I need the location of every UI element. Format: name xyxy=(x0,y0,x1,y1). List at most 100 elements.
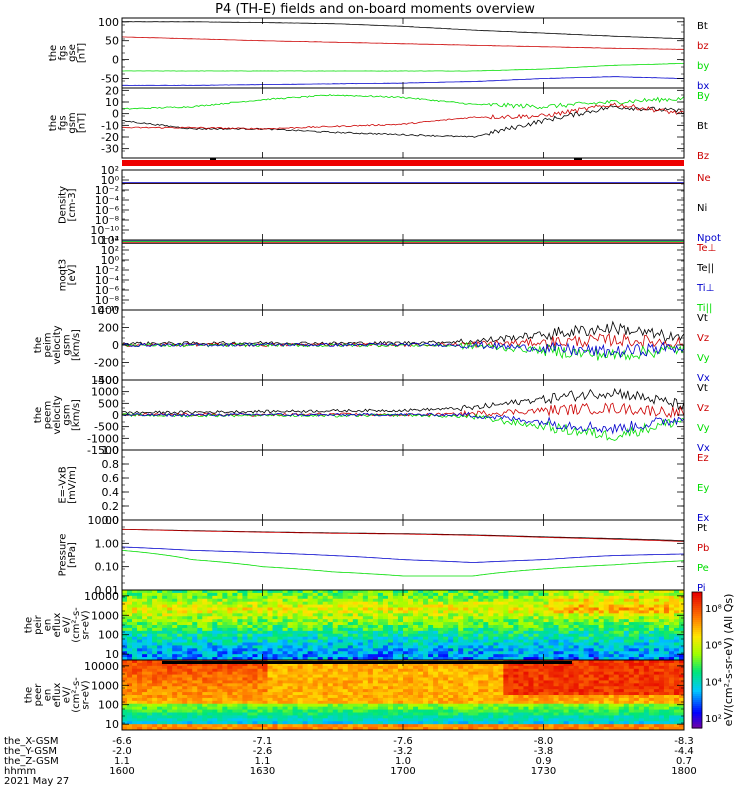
ytick-efield-3: 0.4 xyxy=(102,486,120,499)
legend-peim-velocity-1: Vz xyxy=(697,333,709,344)
ylabel-density-0: Density xyxy=(57,186,68,224)
ylabel-fgs-gsm-1: fgs xyxy=(57,115,68,130)
ylabel-peer-eflux-2: en xyxy=(43,689,54,702)
ytick-fgs-gse-0: 100 xyxy=(98,16,119,29)
ylabel-peer-eflux-3: eflux xyxy=(52,683,63,708)
ytick-fgs-gsm-3: -10 xyxy=(101,119,119,132)
ytick-peir-eflux-0: 10000 xyxy=(84,590,119,603)
legend-fgs-gsm-0: By xyxy=(697,91,710,102)
ytick-pressure-0: 10.00 xyxy=(88,514,120,527)
ytick-peem-velocity-1: 1000 xyxy=(91,386,119,399)
ytick-peim-velocity-0: 400 xyxy=(98,304,119,317)
colorbar-tick-1: 10⁶ xyxy=(705,641,722,652)
colorbar: 10⁸ 10⁶ 10⁴ 10² eV/(cm²-s-sr-eV) (All Qs) xyxy=(691,591,735,729)
legend-pressure-1: Pb xyxy=(697,543,709,554)
ylabel-peim-velocity-1: peim xyxy=(43,332,54,357)
ytick-peer-eflux-0: 10000 xyxy=(84,660,119,673)
ytick-temperature-6: 10⁻⁸ xyxy=(95,294,120,307)
legend-density-1: Ni xyxy=(697,203,707,214)
xtick-hhmm-0: 1600 xyxy=(109,766,134,777)
ytick-efield-4: 0.2 xyxy=(102,500,120,513)
ylabel-pressure-1: [nPa] xyxy=(67,542,78,568)
legend-peim-velocity-0: Vt xyxy=(697,313,708,324)
ylabel-peer-eflux-4: eV/ xyxy=(62,686,73,703)
legend-pressure-2: Pe xyxy=(697,563,709,574)
legend-temperature-0: Te⊥ xyxy=(696,243,716,254)
ytick-density-5: 10⁻⁸ xyxy=(95,214,120,227)
ytick-fgs-gse-2: 0 xyxy=(112,54,119,67)
ytick-peim-velocity-4: -400 xyxy=(94,374,119,387)
legend-fgs-gsm-1: Bt xyxy=(697,121,708,132)
ytick-peem-velocity-6: -1500 xyxy=(87,444,119,457)
ytick-peer-eflux-1: 1000 xyxy=(91,679,119,692)
ylabel-peir-eflux-5: (cm²-s- xyxy=(71,607,82,643)
xtick-hhmm-3: 1730 xyxy=(531,766,556,777)
ylabel-peim-velocity-0: the xyxy=(33,337,44,353)
panel-efield: Ez Ey Ex 1.00.80.60.40.20.0 E=-VxB[mV/m] xyxy=(57,444,709,527)
series-fgs-gse-2 xyxy=(122,63,684,72)
xtick-z-0: 1.1 xyxy=(114,756,130,767)
ytick-density-7: 10⁻¹² xyxy=(90,234,119,247)
heatmap-peir-eflux xyxy=(122,590,684,660)
heatmap-peer-eflux xyxy=(122,660,684,730)
ylabel-peir-eflux-0: the xyxy=(24,617,35,633)
legend-efield-2: Ex xyxy=(697,513,709,524)
legend-peim-velocity-3: Vx xyxy=(697,373,710,384)
legend-fgs-gse-0: Bt xyxy=(697,21,708,32)
ylabel-density-1: [cm-3] xyxy=(67,188,78,221)
ylabel-fgs-gsm-2: gsm xyxy=(67,112,78,133)
legend-pressure-0: Pt xyxy=(697,523,707,534)
xtick-y-3: -3.8 xyxy=(534,746,554,757)
legend-temperature-2: Ti⊥ xyxy=(696,283,714,294)
xtick-z-3: 0.9 xyxy=(536,756,552,767)
ytick-peir-eflux-3: 10 xyxy=(105,648,119,661)
series-pressure-2 xyxy=(122,550,684,577)
ytick-peem-velocity-4: -500 xyxy=(94,421,119,434)
ylabel-peim-velocity-3: gsm xyxy=(62,334,73,355)
ytick-peir-eflux-2: 100 xyxy=(98,629,119,642)
legend-temperature-1: Te|| xyxy=(696,263,714,274)
xtick-x-2: -7.6 xyxy=(393,736,413,747)
legend-density-2: Npot xyxy=(697,233,721,244)
xrow-label-0: the_X-GSM xyxy=(4,736,58,747)
ytick-fgs-gsm-4: -20 xyxy=(101,131,119,144)
legend-temperature-3: Ti|| xyxy=(696,303,712,314)
xtick-hhmm-4: 1800 xyxy=(671,766,696,777)
ylabel-peer-eflux-1: peer xyxy=(33,683,44,707)
ytick-temperature-2: 10⁰ xyxy=(101,254,120,267)
xtick-x-0: -6.6 xyxy=(112,736,132,747)
legend-fgs-gsm-2: Bz xyxy=(697,151,709,162)
xtick-x-4: -8.3 xyxy=(674,736,694,747)
ytick-density-0: 10² xyxy=(101,164,119,177)
ylabel-efield-0: E=-VxB xyxy=(57,466,68,503)
series-fgs-gsm-0 xyxy=(122,94,684,110)
ylabel-peim-velocity-4: [km/s] xyxy=(71,329,82,361)
legend-efield-0: Ez xyxy=(697,453,709,464)
xtick-z-4: 0.7 xyxy=(676,756,692,767)
ylabel-fgs-gse-1: fgs xyxy=(57,45,68,60)
legend-pressure-3: Pi xyxy=(697,583,706,594)
ytick-peem-velocity-5: -1000 xyxy=(87,432,119,445)
xtick-x-3: -8.0 xyxy=(534,736,554,747)
ytick-efield-0: 1.0 xyxy=(102,444,120,457)
ytick-temperature-7: 10⁻¹⁰ xyxy=(90,304,119,317)
ytick-pressure-3: 0.01 xyxy=(95,584,120,597)
series-peim-velocity-0 xyxy=(122,320,684,346)
xtick-hhmm-2: 1700 xyxy=(390,766,415,777)
xtick-y-1: -2.6 xyxy=(253,746,273,757)
legend-peem-velocity-1: Vz xyxy=(697,403,709,414)
ytick-temperature-4: 10⁻⁴ xyxy=(95,274,120,287)
xtick-z-1: 1.1 xyxy=(255,756,271,767)
ytick-temperature-0: 10⁴ xyxy=(101,234,120,247)
ytick-temperature-1: 10² xyxy=(101,244,119,257)
ylabel-peir-eflux-4: eV/ xyxy=(62,616,73,633)
xrow-label-2: the_Z-GSM xyxy=(4,756,59,767)
xrow-label-3: hhmm xyxy=(4,766,36,777)
colorbar-tick-2: 10⁴ xyxy=(705,677,722,688)
ylabel-peem-velocity-3: gsm xyxy=(62,404,73,425)
ytick-fgs-gsm-2: 0 xyxy=(112,108,119,121)
ytick-peim-velocity-2: 0 xyxy=(112,339,119,352)
ytick-pressure-2: 0.10 xyxy=(95,561,120,574)
series-pressure-3 xyxy=(122,546,684,563)
